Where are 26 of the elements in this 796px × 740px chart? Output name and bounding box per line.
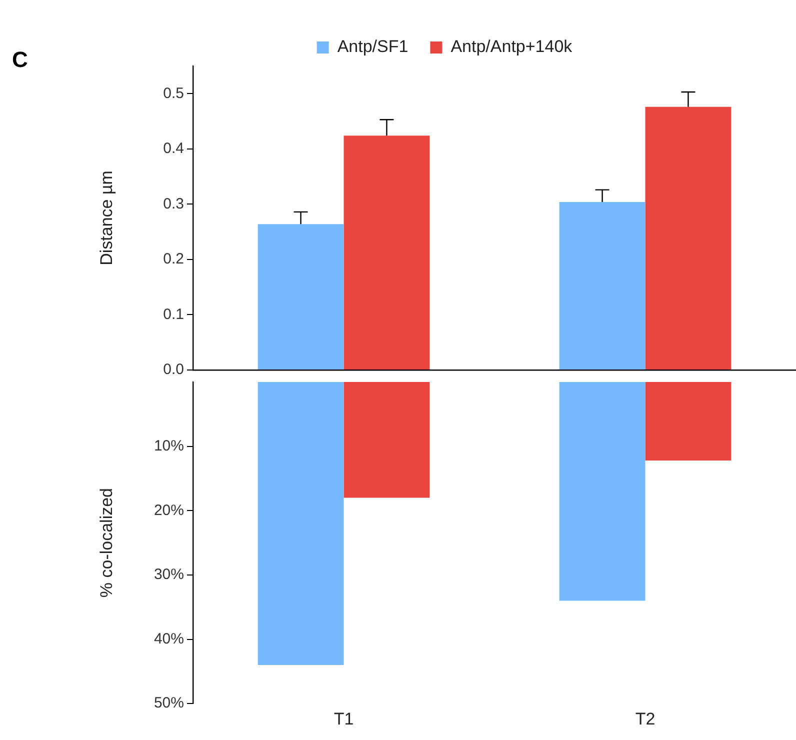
y-tick-label: 10% xyxy=(154,437,184,454)
y-tick-label: 0.5 xyxy=(163,84,184,102)
y-tick-label: 40% xyxy=(154,630,184,648)
text: C xyxy=(12,47,28,72)
bar xyxy=(645,382,732,460)
y-tick-label: 0.1 xyxy=(163,306,184,323)
y-tick-label: 0.2 xyxy=(163,250,184,268)
legend-label: Antp/Antp+140k xyxy=(450,37,573,56)
y-axis-title: % co-localized xyxy=(96,488,116,598)
y-tick-label: 0.4 xyxy=(163,140,184,158)
bar xyxy=(258,382,344,666)
bar xyxy=(559,382,646,601)
y-tick-label: 0.3 xyxy=(163,195,184,212)
y-tick-label: 0.0 xyxy=(163,361,184,378)
legend-label: Antp/SF1 xyxy=(337,37,408,56)
bar xyxy=(645,106,732,370)
bar xyxy=(344,136,430,370)
x-tick-label: T2 xyxy=(635,709,656,728)
y-tick-label: 20% xyxy=(154,502,184,519)
x-tick-label: T1 xyxy=(334,709,354,728)
y-tick-label: 50% xyxy=(154,694,184,712)
bar xyxy=(258,224,344,370)
bar xyxy=(559,202,646,370)
bar xyxy=(344,382,430,498)
y-axis-title: Distance µm xyxy=(96,170,116,266)
y-tick-label: 30% xyxy=(154,566,184,584)
